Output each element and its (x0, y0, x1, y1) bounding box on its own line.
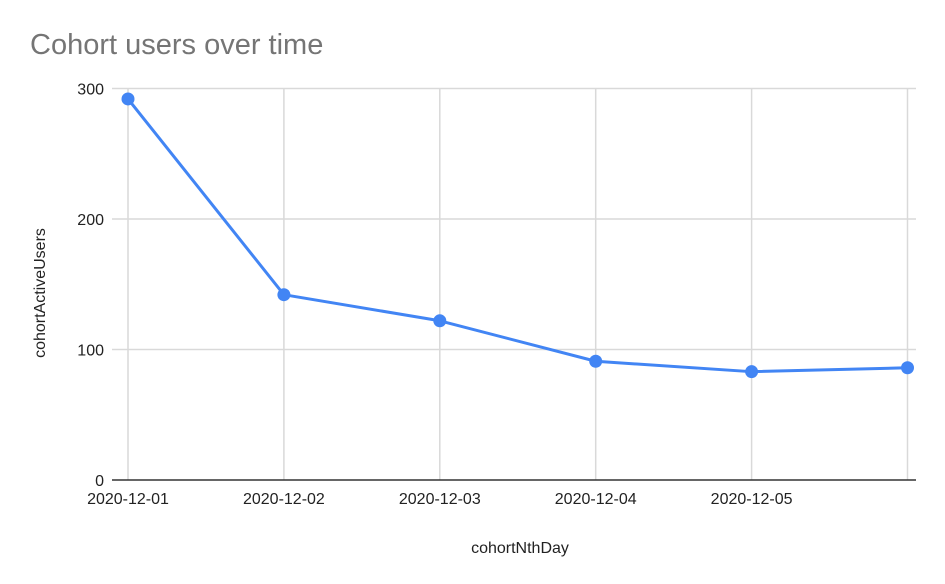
data-point (901, 361, 914, 375)
series-path (126, 98, 908, 374)
x-axis-title: cohortNthDay (471, 540, 569, 557)
data-point (745, 365, 759, 379)
y-tick-label: 300 (77, 82, 104, 99)
x-tick-labels: 2020-12-01 2020-12-02 2020-12-03 2020-12-04… (87, 491, 793, 508)
series-line (121, 92, 914, 379)
x-tick-label: 2020-12-05 (711, 491, 793, 508)
y-tick-label: 100 (77, 343, 104, 360)
data-point (277, 288, 291, 302)
x-tick-label: 2020-12-03 (399, 491, 481, 508)
x-tick-label: 2020-12-02 (243, 491, 325, 508)
gridlines (112, 87, 916, 480)
y-tick-label: 0 (95, 473, 104, 490)
data-point (589, 354, 603, 368)
x-tick-label: 2020-12-04 (555, 491, 637, 508)
data-point (433, 314, 447, 328)
x-tick-label: 2020-12-01 (87, 491, 169, 508)
y-axis-title: cohortActiveUsers (32, 228, 49, 358)
y-tick-label: 200 (77, 212, 104, 229)
data-point (121, 92, 135, 106)
chart-title: Cohort users over time (30, 29, 323, 61)
y-tick-labels: 0 100 200 300 (77, 82, 104, 491)
